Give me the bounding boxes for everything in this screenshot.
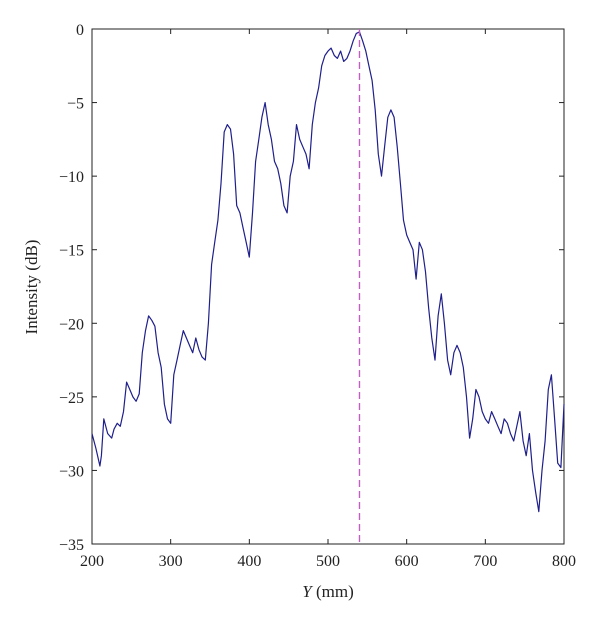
x-tick-label: 300: [159, 553, 183, 570]
x-axis-label-variable: Y: [302, 582, 313, 601]
ticks-layer: 200 300 400 500 600 700 800 0 −5 −10 −15 −20 −25 −30 −…: [59, 22, 576, 570]
x-axis-label: Y (mm): [302, 582, 354, 601]
x-tick-label: 400: [237, 553, 261, 570]
x-tick-label: 600: [395, 553, 419, 570]
y-tick-label: −30: [59, 463, 84, 480]
y-tick-label: −15: [59, 243, 84, 260]
x-tick-label: 200: [80, 553, 104, 570]
x-tick-label: 700: [473, 553, 497, 570]
y-axis-label: Intensity (dB): [22, 240, 41, 335]
plot-area: [91, 28, 565, 545]
y-tick-label: −35: [59, 537, 84, 554]
y-tick-label: −20: [59, 316, 84, 333]
y-tick-label: −10: [59, 169, 84, 186]
x-tick-label: 800: [552, 553, 576, 570]
y-tick-label: 0: [76, 22, 84, 39]
data-layer: [91, 29, 565, 544]
series-line-0: [91, 31, 565, 513]
y-tick-label: −5: [67, 96, 84, 113]
x-tick-label: 500: [316, 553, 340, 570]
x-axis-label-unit: (mm): [312, 582, 354, 601]
y-tick-label: −25: [59, 390, 84, 407]
